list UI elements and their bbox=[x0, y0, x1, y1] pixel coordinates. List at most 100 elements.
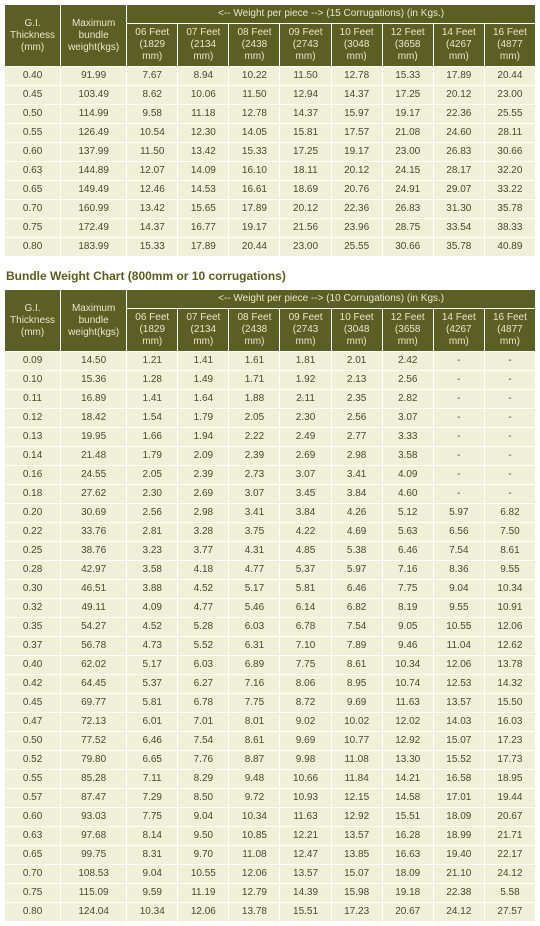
cell-bundle: 24.55 bbox=[61, 466, 127, 485]
cell-weight: 1.66 bbox=[127, 428, 178, 447]
cell-weight: 20.67 bbox=[382, 903, 433, 922]
cell-weight: 25.55 bbox=[331, 238, 382, 257]
cell-weight: 2.69 bbox=[178, 485, 229, 504]
cell-bundle: 54.27 bbox=[61, 618, 127, 637]
cell-thickness: 0.70 bbox=[5, 200, 61, 219]
cell-weight: 6.78 bbox=[280, 618, 331, 637]
cell-weight: 6.82 bbox=[331, 599, 382, 618]
cell-weight: 13.78 bbox=[229, 903, 280, 922]
cell-weight: 8.06 bbox=[280, 675, 331, 694]
cell-bundle: 97.68 bbox=[61, 827, 127, 846]
cell-weight: 23.00 bbox=[484, 86, 535, 105]
cell-weight: 22.38 bbox=[433, 884, 484, 903]
table-row: 0.1116.891.411.641.882.112.352.82-- bbox=[5, 390, 536, 409]
cell-weight: 2.49 bbox=[280, 428, 331, 447]
cell-bundle: 56.78 bbox=[61, 637, 127, 656]
col-feet-2: 08 Feet(2438 mm) bbox=[229, 309, 280, 352]
cell-weight: 1.71 bbox=[229, 371, 280, 390]
table-row: 0.80124.0410.3412.0613.7815.5117.2320.67… bbox=[5, 903, 536, 922]
cell-weight: 9.55 bbox=[484, 561, 535, 580]
cell-thickness: 0.35 bbox=[5, 618, 61, 637]
cell-weight: 3.33 bbox=[382, 428, 433, 447]
col-feet-7: 16 Feet(4877 mm) bbox=[484, 309, 535, 352]
cell-weight: - bbox=[484, 371, 535, 390]
cell-thickness: 0.10 bbox=[5, 371, 61, 390]
cell-weight: 11.63 bbox=[280, 808, 331, 827]
table-row: 0.3046.513.884.525.175.816.467.759.0410.… bbox=[5, 580, 536, 599]
cell-weight: 22.36 bbox=[331, 200, 382, 219]
cell-weight: 20.67 bbox=[484, 808, 535, 827]
cell-weight: 14.37 bbox=[331, 86, 382, 105]
cell-weight: 18.11 bbox=[280, 162, 331, 181]
cell-weight: 6.03 bbox=[178, 656, 229, 675]
cell-weight: 1.79 bbox=[127, 447, 178, 466]
cell-weight: - bbox=[484, 409, 535, 428]
cell-weight: 14.39 bbox=[280, 884, 331, 903]
cell-weight: 21.10 bbox=[433, 865, 484, 884]
cell-weight: 6.01 bbox=[127, 713, 178, 732]
cell-bundle: 16.89 bbox=[61, 390, 127, 409]
cell-weight: 16.58 bbox=[433, 770, 484, 789]
cell-weight: - bbox=[484, 447, 535, 466]
cell-weight: 16.03 bbox=[484, 713, 535, 732]
cell-bundle: 46.51 bbox=[61, 580, 127, 599]
cell-thickness: 0.20 bbox=[5, 504, 61, 523]
cell-bundle: 15.36 bbox=[61, 371, 127, 390]
cell-weight: 2.39 bbox=[229, 447, 280, 466]
cell-weight: 3.75 bbox=[229, 523, 280, 542]
table-row: 0.80183.9915.3317.8920.4423.0025.5530.66… bbox=[5, 238, 536, 257]
col-feet-4: 10 Feet(3048 mm) bbox=[331, 24, 382, 67]
cell-weight: 1.88 bbox=[229, 390, 280, 409]
cell-weight: 3.07 bbox=[382, 409, 433, 428]
table-row: 0.1218.421.541.792.052.302.563.07-- bbox=[5, 409, 536, 428]
cell-weight: 15.98 bbox=[331, 884, 382, 903]
cell-weight: 1.81 bbox=[280, 352, 331, 371]
cell-weight: 16.61 bbox=[229, 181, 280, 200]
cell-weight: 21.56 bbox=[280, 219, 331, 238]
cell-weight: 10.34 bbox=[484, 580, 535, 599]
cell-weight: 12.21 bbox=[280, 827, 331, 846]
cell-weight: 14.53 bbox=[178, 181, 229, 200]
table-row: 0.2538.763.233.774.314.855.386.467.548.6… bbox=[5, 542, 536, 561]
cell-weight: 19.44 bbox=[484, 789, 535, 808]
cell-weight: 12.62 bbox=[484, 637, 535, 656]
cell-weight: 15.07 bbox=[433, 732, 484, 751]
cell-weight: 9.59 bbox=[127, 884, 178, 903]
col-feet-5: 12 Feet(3658 mm) bbox=[382, 24, 433, 67]
cell-weight: 1.92 bbox=[280, 371, 331, 390]
table-row: 0.5585.287.118.299.4810.6611.8414.2116.5… bbox=[5, 770, 536, 789]
cell-weight: - bbox=[433, 390, 484, 409]
cell-weight: 10.66 bbox=[280, 770, 331, 789]
cell-weight: 12.06 bbox=[433, 656, 484, 675]
cell-weight: 16.77 bbox=[178, 219, 229, 238]
cell-bundle: 114.99 bbox=[61, 105, 127, 124]
cell-bundle: 183.99 bbox=[61, 238, 127, 257]
cell-bundle: 64.45 bbox=[61, 675, 127, 694]
cell-weight: 20.12 bbox=[280, 200, 331, 219]
cell-weight: - bbox=[433, 371, 484, 390]
cell-weight: 12.53 bbox=[433, 675, 484, 694]
table-row: 0.50114.999.5811.1812.7814.3715.9719.172… bbox=[5, 105, 536, 124]
cell-weight: 5.97 bbox=[433, 504, 484, 523]
cell-weight: 6.46 bbox=[382, 542, 433, 561]
cell-weight: 5.81 bbox=[127, 694, 178, 713]
cell-weight: 35.78 bbox=[484, 200, 535, 219]
cell-weight: 23.00 bbox=[280, 238, 331, 257]
cell-weight: 9.04 bbox=[178, 808, 229, 827]
cell-weight: 6.65 bbox=[127, 751, 178, 770]
cell-weight: 4.60 bbox=[382, 485, 433, 504]
cell-weight: - bbox=[484, 466, 535, 485]
cell-weight: 2.56 bbox=[331, 409, 382, 428]
cell-thickness: 0.28 bbox=[5, 561, 61, 580]
cell-weight: 4.26 bbox=[331, 504, 382, 523]
table-row: 0.4264.455.376.277.168.068.9510.7412.531… bbox=[5, 675, 536, 694]
cell-thickness: 0.65 bbox=[5, 181, 61, 200]
col-max-bundle: Maximum bundle weight(kgs) bbox=[61, 290, 127, 352]
cell-weight: 3.41 bbox=[331, 466, 382, 485]
weight-table-10corr: G.I. Thickness (mm) Maximum bundle weigh… bbox=[4, 289, 536, 922]
cell-weight: 12.78 bbox=[331, 67, 382, 86]
cell-weight: 12.06 bbox=[178, 903, 229, 922]
cell-weight: 27.57 bbox=[484, 903, 535, 922]
cell-weight: 12.07 bbox=[127, 162, 178, 181]
cell-weight: 2.35 bbox=[331, 390, 382, 409]
